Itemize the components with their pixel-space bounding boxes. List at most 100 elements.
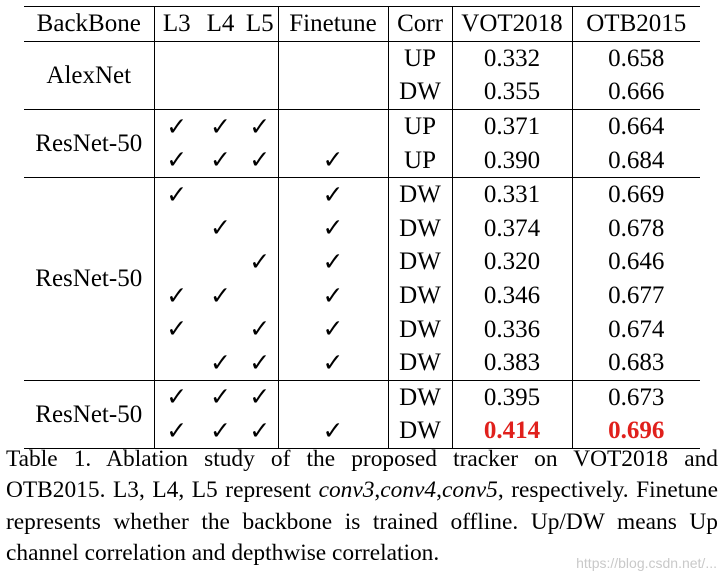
vot2018-cell: 0.336 (452, 312, 573, 346)
l5-cell (242, 177, 279, 212)
corr-cell-value: DW (399, 315, 441, 343)
vot2018-cell: 0.332 (452, 41, 573, 76)
l5-cell (242, 278, 279, 313)
caption-lead: Table 1. Ablation study of the proposed … (6, 446, 718, 504)
corr-cell: DW (388, 278, 453, 313)
otb2015-cell-value: 0.678 (608, 214, 665, 242)
check-icon: ✓ (210, 145, 231, 175)
check-icon: ✓ (322, 179, 344, 209)
check-icon: ✓ (322, 280, 344, 310)
vot2018-cell-value: 0.374 (483, 214, 541, 242)
header-row: BackBone L3 L4 L5 Finetune Corr VOT2018 … (24, 6, 700, 42)
check-icon: ✓ (166, 280, 188, 310)
backbone-cell: ResNet-50 (24, 177, 155, 381)
table-row: ✓ ✓ DW 0.374 0.678 (24, 211, 700, 246)
vot2018-cell: 0.320 (452, 245, 573, 279)
corr-cell: DW (388, 177, 453, 212)
table-group: ResNet-50 ✓ ✓ ✓ DW 0.395 0.673 ✓ ✓ ✓ ✓ DW 0.414 0.696 (24, 380, 700, 449)
vot2018-cell-value: 0.371 (483, 113, 541, 141)
otb2015-cell: 0.678 (572, 212, 700, 246)
check-icon: ✓ (249, 111, 271, 141)
l3-cell: ✓ (154, 177, 199, 211)
otb2015-cell: 0.684 (572, 143, 700, 177)
l4-cell (199, 245, 242, 279)
otb2015-cell-value: 0.666 (608, 78, 665, 106)
corr-cell-value: UP (404, 146, 436, 174)
corr-cell: UP (388, 41, 453, 76)
l3-cell: ✓ (154, 312, 199, 346)
ablation-table: BackBone L3 L4 L5 Finetune Corr VOT2018 … (24, 6, 700, 449)
check-icon: ✓ (249, 382, 271, 412)
finetune-cell (278, 380, 389, 415)
l5-cell (242, 75, 279, 110)
l3-cell (154, 212, 199, 246)
corr-cell-value: DW (399, 181, 441, 209)
l3-cell: ✓ (154, 279, 199, 313)
check-icon: ✓ (249, 314, 271, 344)
header-vot2018: VOT2018 (452, 6, 573, 42)
otb2015-cell-value: 0.674 (608, 315, 665, 343)
vot2018-cell-value: 0.336 (483, 315, 541, 343)
otb2015-cell-value: 0.684 (608, 146, 665, 174)
otb2015-cell-value: 0.677 (608, 282, 665, 310)
check-icon: ✓ (322, 213, 344, 243)
caption-sep: , (374, 477, 381, 504)
check-icon: ✓ (322, 415, 344, 445)
table-row: ResNet-50 ✓ ✓ DW 0.331 0.669 (24, 177, 700, 381)
corr-cell-value: UP (404, 44, 436, 72)
otb2015-cell-value: 0.664 (608, 113, 665, 141)
l4-cell: ✓ (199, 109, 242, 143)
caption-sep: , (436, 477, 442, 504)
vot2018-cell: 0.331 (452, 177, 573, 212)
check-icon: ✓ (210, 213, 231, 243)
l3-cell: ✓ (154, 380, 199, 414)
finetune-cell: ✓ (278, 177, 389, 212)
vot2018-cell: 0.346 (452, 278, 573, 313)
vot2018-cell-value: 0.332 (483, 44, 541, 72)
table-row: AlexNet UP 0.332 0.658 (24, 41, 700, 110)
vot2018-cell-value: 0.395 (483, 383, 541, 411)
corr-cell-value: DW (399, 78, 441, 106)
otb2015-cell: 0.673 (572, 380, 700, 414)
table-row: ✓ ✓ ✓ DW 0.346 0.677 (24, 278, 700, 313)
finetune-cell: ✓ (278, 414, 389, 449)
otb2015-cell-value: 0.669 (608, 181, 665, 209)
corr-cell: DW (388, 245, 453, 279)
l4-cell: ✓ (199, 380, 242, 414)
finetune-cell (278, 109, 389, 144)
finetune-cell: ✓ (278, 278, 389, 313)
otb2015-cell-value: 0.696 (608, 417, 665, 445)
corr-cell-value: DW (399, 214, 441, 242)
vot2018-cell-value: 0.346 (483, 282, 541, 310)
otb2015-cell: 0.696 (572, 414, 700, 448)
vot2018-cell: 0.383 (452, 345, 573, 381)
corr-cell: DW (388, 414, 453, 449)
l3-cell (154, 245, 199, 279)
l4-cell (199, 75, 242, 109)
table-header: BackBone L3 L4 L5 Finetune Corr VOT2018 … (24, 6, 700, 42)
otb2015-cell: 0.674 (572, 312, 700, 346)
corr-cell: UP (388, 109, 453, 144)
vot2018-cell: 0.390 (452, 143, 573, 178)
l5-cell: ✓ (242, 380, 279, 415)
check-icon: ✓ (249, 145, 271, 175)
finetune-cell (278, 41, 389, 76)
table-row: ✓ ✓ ✓ DW 0.336 0.674 (24, 312, 700, 346)
corr-cell-value: DW (399, 349, 441, 377)
l3-cell (154, 75, 199, 109)
l3-cell (154, 346, 199, 380)
check-icon: ✓ (166, 179, 188, 209)
header-otb2015: OTB2015 (586, 10, 687, 38)
watermark: https://blog.csdn.net/... (576, 555, 717, 571)
vot2018-cell-value: 0.331 (483, 181, 541, 209)
check-icon: ✓ (166, 415, 188, 445)
otb2015-cell: 0.677 (572, 279, 700, 313)
finetune-cell: ✓ (278, 211, 389, 246)
check-icon: ✓ (322, 145, 344, 175)
vot2018-cell-value: 0.390 (483, 146, 541, 174)
otb2015-cell-value: 0.658 (608, 44, 665, 72)
check-icon: ✓ (210, 347, 231, 377)
header-l3: L3 (162, 10, 191, 38)
otb2015-cell: 0.666 (572, 75, 700, 109)
table-row: ✓ ✓ DW 0.320 0.646 (24, 245, 700, 279)
